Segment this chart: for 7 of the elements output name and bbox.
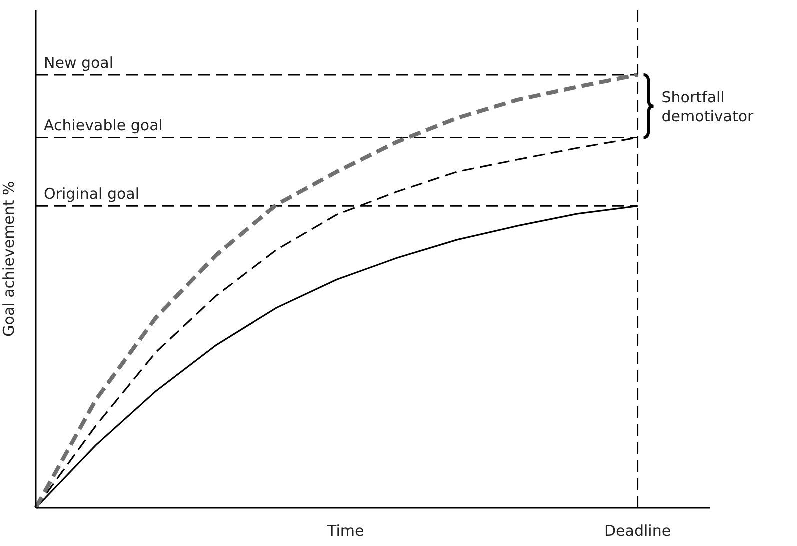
ref-line-label: Original goal	[44, 185, 140, 204]
text: Deadline	[604, 522, 672, 540]
ref-line-label: Achievable goal	[44, 116, 163, 135]
x-axis-title: Time	[326, 522, 364, 540]
y-axis-title: Goal achievement %	[0, 181, 18, 337]
ref-line-label: New goal	[44, 54, 114, 72]
text: Shortfall demotivator	[662, 88, 754, 126]
